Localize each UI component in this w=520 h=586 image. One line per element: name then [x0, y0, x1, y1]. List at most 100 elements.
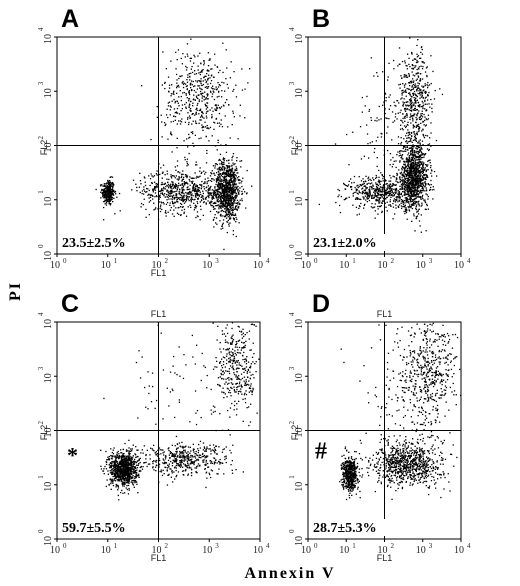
data-point	[399, 196, 401, 198]
data-point	[409, 180, 411, 183]
data-point	[400, 109, 402, 111]
data-point	[213, 194, 215, 197]
data-point	[411, 53, 413, 55]
data-point	[178, 77, 180, 80]
data-point	[108, 198, 110, 200]
data-point	[111, 182, 113, 184]
data-point	[108, 191, 110, 193]
data-point	[420, 192, 422, 194]
data-point	[222, 197, 224, 199]
data-point	[194, 120, 197, 122]
data-point	[101, 192, 103, 194]
data-point	[166, 178, 168, 180]
data-point	[407, 137, 409, 139]
data-point	[365, 186, 367, 188]
data-point	[402, 113, 404, 115]
data-point	[192, 142, 194, 144]
data-point	[161, 172, 164, 174]
data-point	[381, 174, 383, 176]
data-point	[393, 193, 395, 196]
data-point	[195, 80, 197, 82]
data-point	[201, 195, 203, 197]
data-point	[422, 86, 424, 88]
data-point	[420, 105, 422, 108]
data-point	[182, 92, 184, 94]
data-point	[424, 169, 426, 171]
data-point	[205, 171, 207, 174]
data-point	[413, 102, 415, 104]
data-point	[225, 205, 227, 207]
data-point	[187, 112, 189, 114]
data-point	[106, 187, 109, 190]
data-point	[414, 109, 417, 111]
data-point	[419, 178, 421, 180]
data-point	[169, 114, 171, 116]
data-point	[420, 179, 423, 182]
data-point	[196, 96, 198, 99]
data-point	[178, 184, 180, 187]
data-point	[208, 140, 210, 142]
data-point	[411, 149, 413, 151]
data-point	[165, 186, 167, 188]
data-point	[364, 203, 366, 206]
data-point	[151, 182, 153, 184]
data-point	[235, 187, 238, 189]
data-point	[203, 62, 205, 64]
data-point	[218, 191, 220, 193]
data-point	[105, 195, 107, 197]
data-point	[209, 186, 211, 189]
data-point	[385, 198, 387, 200]
data-point	[218, 168, 220, 170]
data-point	[193, 89, 195, 92]
data-point	[185, 93, 187, 95]
data-point	[110, 185, 112, 188]
data-point	[233, 187, 235, 190]
data-point	[396, 195, 398, 198]
data-point	[232, 205, 234, 207]
data-point	[104, 185, 107, 187]
data-point	[225, 49, 227, 51]
data-point	[416, 192, 418, 194]
data-point	[418, 117, 420, 119]
data-point	[227, 159, 230, 162]
data-point	[389, 186, 392, 188]
data-point	[172, 175, 174, 177]
data-point	[423, 85, 425, 88]
data-point	[210, 87, 213, 89]
data-point	[178, 193, 181, 195]
data-point	[127, 461, 129, 463]
data-point	[217, 174, 219, 176]
data-point	[113, 184, 115, 186]
data-point	[414, 134, 417, 136]
data-point	[430, 165, 432, 167]
data-point	[407, 121, 409, 123]
data-point	[414, 139, 416, 141]
data-point	[401, 173, 404, 175]
data-point	[181, 176, 183, 178]
data-point	[114, 191, 116, 193]
data-point	[441, 93, 444, 96]
data-point	[412, 163, 414, 165]
data-point	[350, 186, 352, 188]
data-point	[378, 180, 381, 182]
data-point	[228, 186, 230, 188]
data-point	[422, 177, 424, 180]
data-point	[413, 185, 416, 187]
data-point	[407, 199, 409, 201]
data-point	[412, 67, 414, 70]
data-point	[351, 188, 353, 191]
data-point	[197, 190, 199, 192]
data-point	[363, 155, 365, 157]
data-point	[182, 86, 185, 89]
data-point	[210, 75, 213, 77]
data-point	[171, 186, 173, 188]
data-point	[222, 215, 224, 217]
data-point	[383, 185, 385, 187]
data-point	[212, 206, 214, 208]
data-point	[184, 159, 186, 161]
data-point	[399, 150, 401, 152]
data-point	[106, 459, 108, 461]
data-point	[221, 90, 223, 92]
data-point	[174, 112, 176, 114]
data-point	[194, 193, 196, 195]
